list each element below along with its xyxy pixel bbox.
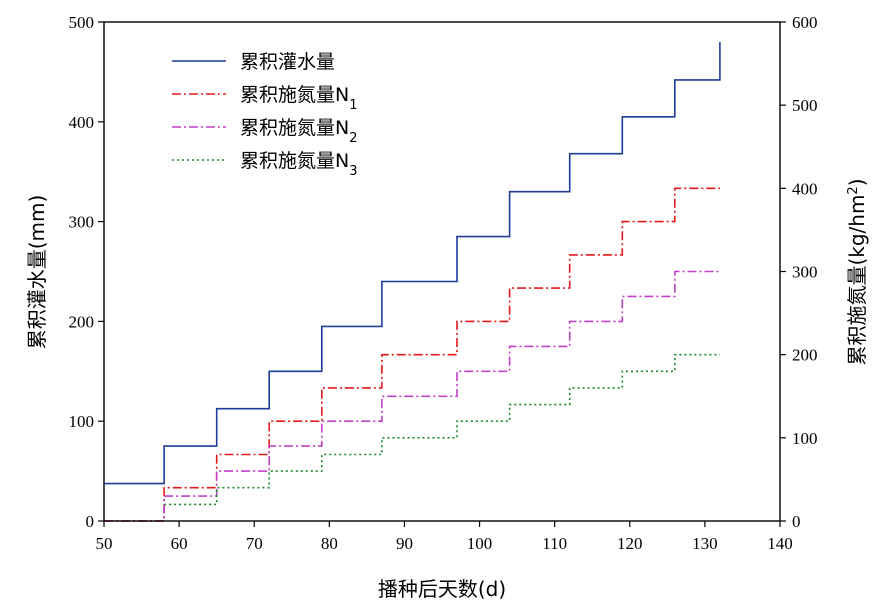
y-axis-right-title-end: ) bbox=[845, 178, 869, 186]
y-right-tick-label: 100 bbox=[792, 429, 818, 448]
x-tick-label: 90 bbox=[396, 534, 413, 553]
y-axis-right-title: 累积施氮量(kg/hm2) bbox=[845, 178, 869, 365]
legend-label-4: 累积施氮量N3 bbox=[240, 150, 358, 179]
series-line-2 bbox=[104, 187, 720, 522]
x-tick-label: 130 bbox=[692, 534, 718, 553]
y-left-tick-label: 0 bbox=[86, 512, 95, 531]
y-left-tick-label: 400 bbox=[69, 113, 95, 132]
legend-label-2: 累积施氮量N1 bbox=[240, 84, 358, 113]
series-line-3 bbox=[104, 270, 720, 522]
y-axis-right-title-base: 累积施氮量(kg/hm bbox=[845, 195, 869, 366]
y-right-tick-label: 300 bbox=[792, 263, 818, 282]
x-tick-label: 110 bbox=[542, 534, 567, 553]
y-axis-left-title: 累积灌水量(mm) bbox=[25, 195, 49, 350]
y-right-tick-label: 400 bbox=[792, 179, 818, 198]
y-left-tick-label: 200 bbox=[69, 312, 95, 331]
y-right-tick-label: 200 bbox=[792, 346, 818, 365]
legend-label-3: 累积施氮量N2 bbox=[240, 117, 358, 146]
y-right-tick-label: 500 bbox=[792, 96, 818, 115]
x-tick-label: 60 bbox=[171, 534, 188, 553]
series-layer bbox=[104, 42, 721, 522]
x-tick-label: 140 bbox=[767, 534, 793, 553]
legend-label-1: 累积灌水量 bbox=[240, 51, 335, 73]
x-tick-label: 70 bbox=[246, 534, 263, 553]
y-right-tick-label: 600 bbox=[792, 13, 818, 32]
series-line-1 bbox=[104, 42, 721, 485]
axis-ticks bbox=[98, 21, 786, 527]
plot-frame bbox=[103, 21, 781, 522]
y-left-tick-label: 300 bbox=[69, 213, 95, 232]
x-tick-label: 50 bbox=[96, 534, 113, 553]
x-tick-label: 100 bbox=[467, 534, 493, 553]
series-line-4 bbox=[164, 353, 720, 506]
y-right-tick-label: 0 bbox=[792, 512, 801, 531]
y-left-tick-label: 500 bbox=[69, 13, 95, 32]
tick-labels: 50 60 70 80 90 100 110 120 130 140 0 100 200 300 400 50… bbox=[69, 13, 818, 553]
x-axis-title: 播种后天数(d) bbox=[378, 577, 506, 601]
y-left-tick-label: 100 bbox=[69, 412, 95, 431]
y-axis-right-title-sup: 2 bbox=[846, 186, 861, 194]
x-tick-label: 120 bbox=[617, 534, 643, 553]
x-tick-label: 80 bbox=[321, 534, 338, 553]
